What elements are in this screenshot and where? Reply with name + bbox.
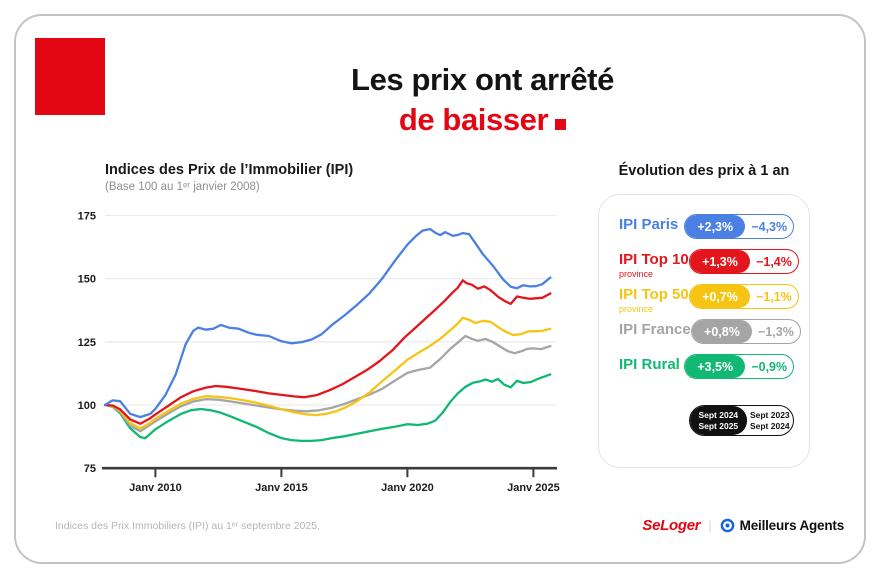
main-title-line1: Les prix ont arrêté <box>351 62 614 97</box>
value-previous-period: −1,1% <box>756 289 792 304</box>
legend-label-wrap: IPI Paris <box>619 215 678 235</box>
legend-label: IPI France <box>619 321 691 338</box>
legend-row-ipi-rural: IPI Rural +3,5% −0,9% <box>619 354 794 380</box>
legend-row-ipi-paris: IPI Paris +2,3% −4,3% <box>619 214 794 240</box>
source-note: Indices des Prix Immobiliers (IPI) au 1ᵉ… <box>55 520 320 532</box>
period-key-previous-line2: Sept 2024 <box>749 420 790 431</box>
legend-rows: IPI Paris +2,3% −4,3% IPI Top 10 province +1,… <box>619 214 801 380</box>
period-key-current: Sept 2024 Sept 2025 <box>690 406 747 435</box>
legend-label: IPI Top 10 <box>619 251 689 268</box>
x-axis-tick-label: Janv 2010 <box>129 482 182 494</box>
series-line-ipi-top-10-province <box>103 279 552 425</box>
legend-label-wrap: IPI Rural <box>619 355 680 375</box>
legend-label-wrap: IPI Top 10 province <box>619 250 689 279</box>
series-line-ipi-rural <box>103 373 552 443</box>
series-line-ipi-france <box>103 334 552 433</box>
brand-footer: SeLoger | Meilleurs Agents <box>642 517 844 534</box>
meilleurs-agents-text: Meilleurs Agents <box>739 518 845 533</box>
chart-title: Indices des Prix de l’Immobilier (IPI) <box>105 162 354 178</box>
x-axis-tick-label: Janv 2015 <box>255 482 308 494</box>
legend-row-ipi-france: IPI France +0,8% −1,3% <box>619 319 801 345</box>
legend-label: IPI Rural <box>619 356 680 373</box>
x-axis-tick-label: Janv 2025 <box>507 482 560 494</box>
chart-header: Indices des Prix de l’Immobilier (IPI) (… <box>105 162 353 193</box>
change-pill: +0,7% −1,1% <box>688 284 799 309</box>
legend-sublabel: province <box>619 269 654 279</box>
seloger-square-logo <box>35 38 105 115</box>
y-axis-tick-label: 125 <box>78 337 96 349</box>
main-title-line2: de baisser <box>200 100 765 140</box>
seloger-logo-text: SeLoger <box>642 517 701 534</box>
period-key-previous: Sept 2023 Sept 2024 <box>747 406 793 435</box>
period-key-previous-line1: Sept 2023 <box>749 410 790 420</box>
red-square-period <box>555 119 567 130</box>
x-axis-tick-label: Janv 2020 <box>381 482 434 494</box>
change-pill: +0,8% −1,3% <box>690 319 801 344</box>
y-axis-tick-label: 150 <box>78 274 96 286</box>
panel-title: Évolution des prix à 1 an <box>618 163 790 179</box>
y-axis-tick-label: 175 <box>78 210 96 222</box>
period-key-current-line1: Sept 2024 <box>698 410 739 420</box>
meilleurs-agents-logo: Meilleurs Agents <box>720 518 844 533</box>
value-current-period: +0,8% <box>691 320 753 343</box>
value-previous-period: −1,3% <box>758 324 794 339</box>
value-previous-period: −1,4% <box>756 254 792 269</box>
ipi-line-chart: 175 150 125 100 75 Janv 2010 Janv 2015 Janv 202… <box>78 210 560 494</box>
main-title: Les prix ont arrêté de baisser <box>200 60 765 140</box>
period-key-pill: Sept 2024 Sept 2025 Sept 2023 Sept 2024 <box>689 405 794 436</box>
legend-sublabel: province <box>619 304 654 314</box>
legend-label: IPI Paris <box>619 216 679 233</box>
period-key-current-line2: Sept 2025 <box>698 420 739 431</box>
legend-label-wrap: IPI France <box>619 320 691 340</box>
legend-label-wrap: IPI Top 50 province <box>619 285 689 314</box>
y-axis-tick-label: 100 <box>78 400 96 412</box>
value-current-period: +3,5% <box>685 355 746 378</box>
period-key-wrap: Sept 2024 Sept 2025 Sept 2023 Sept 2024 <box>619 405 794 436</box>
chart-subtitle: (Base 100 au 1ᵉʳ janvier 2008) <box>105 181 260 193</box>
value-current-period: +2,3% <box>685 215 746 238</box>
value-current-period: +1,3% <box>689 250 751 273</box>
evolution-panel: IPI Paris +2,3% −4,3% IPI Top 10 province +1,… <box>598 194 810 468</box>
legend-row-ipi-top-50: IPI Top 50 province +0,7% −1,1% <box>619 284 799 314</box>
value-previous-period: −4,3% <box>751 219 788 234</box>
value-previous-period: −0,9% <box>751 359 788 374</box>
change-pill: +2,3% −4,3% <box>684 214 794 239</box>
legend-row-ipi-top-10: IPI Top 10 province +1,3% −1,4% <box>619 249 799 279</box>
meilleurs-agents-target-icon <box>720 518 734 533</box>
brand-separator: | <box>708 518 712 533</box>
series-line-ipi-top-50-province <box>103 316 552 430</box>
legend-label: IPI Top 50 <box>619 286 689 303</box>
main-title-line2-text: de baisser <box>398 102 549 137</box>
value-current-period: +0,7% <box>689 285 751 308</box>
change-pill: +1,3% −1,4% <box>688 249 799 274</box>
y-axis-tick-label: 75 <box>84 463 96 475</box>
series-line-ipi-paris <box>103 227 552 419</box>
change-pill: +3,5% −0,9% <box>684 354 794 379</box>
